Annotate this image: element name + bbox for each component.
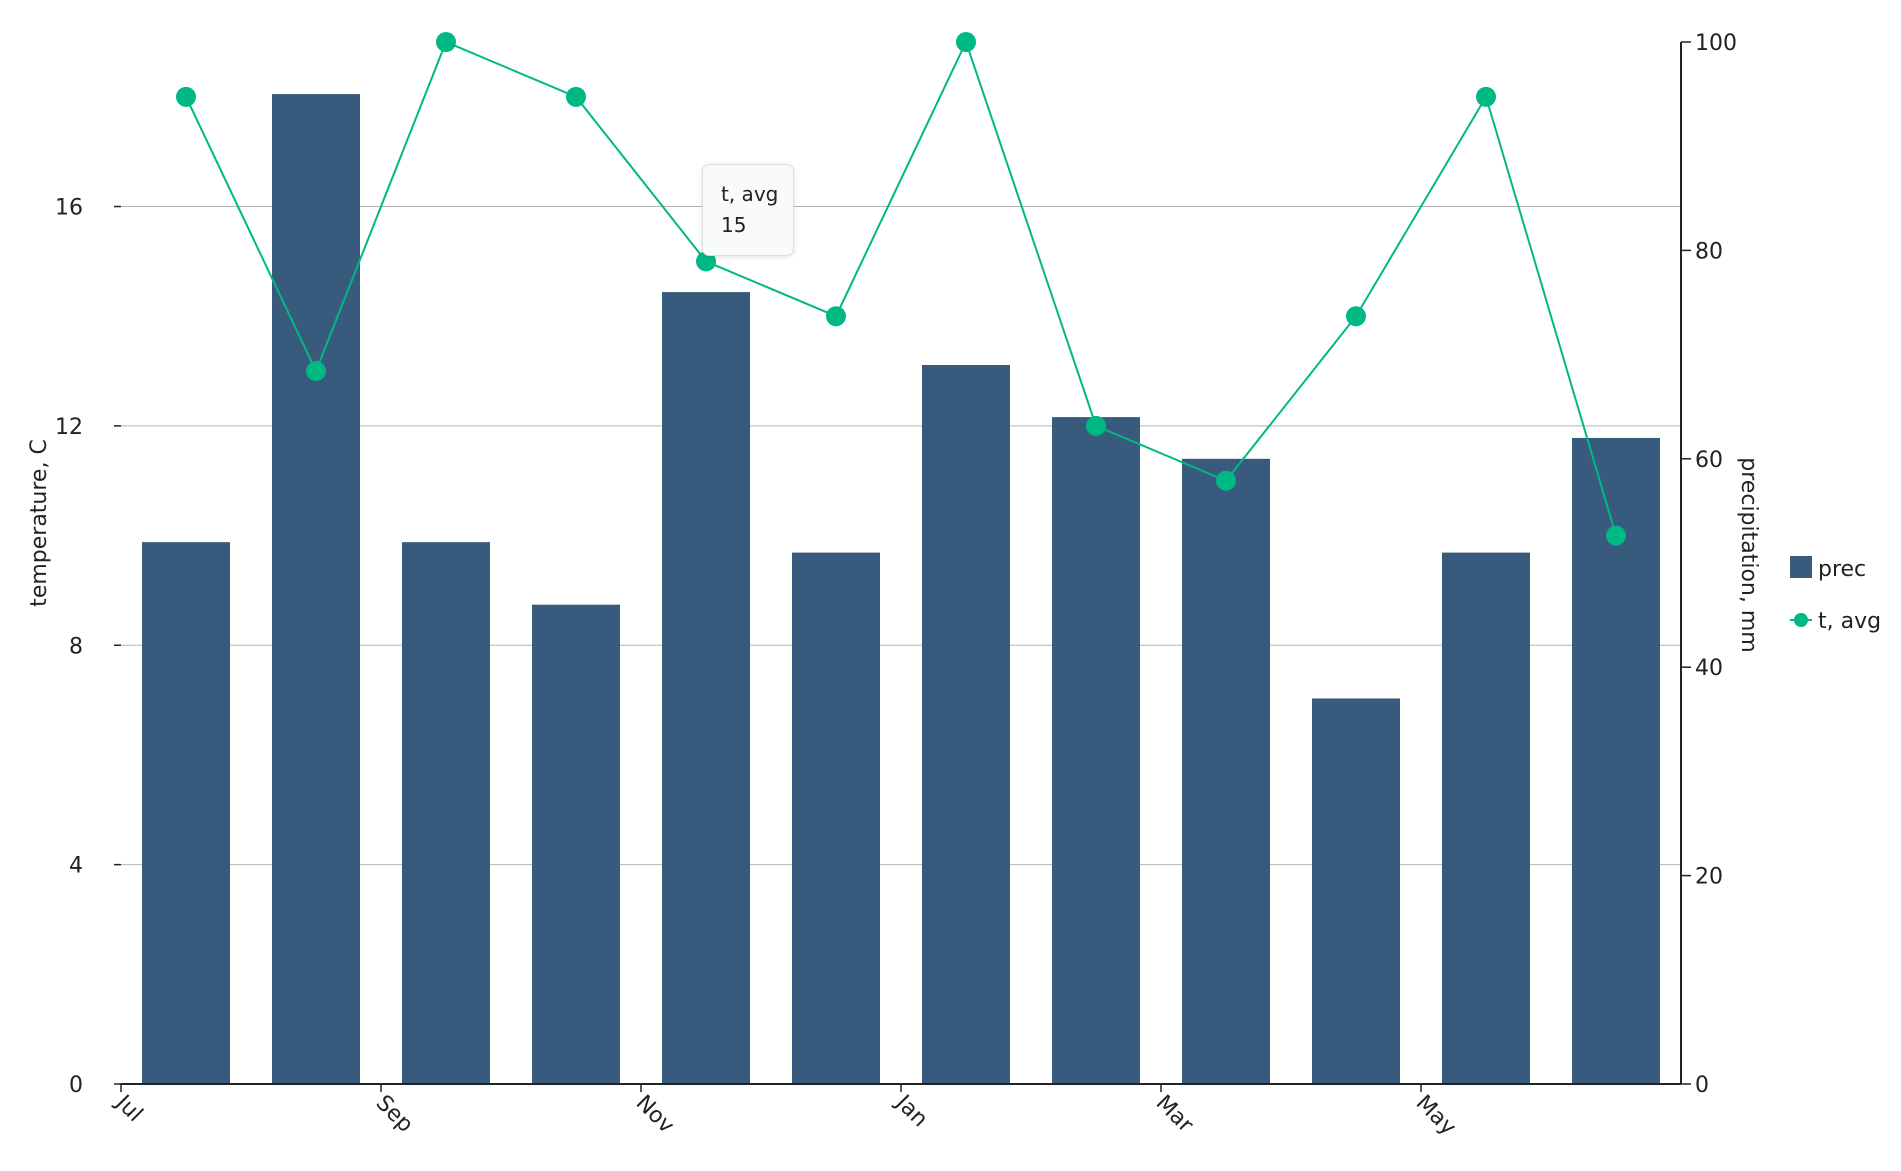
tavg-point <box>1476 86 1496 107</box>
prec-bar <box>792 552 880 1084</box>
tavg-point <box>826 306 846 327</box>
legend-tavg-label: t, avg <box>1818 609 1881 634</box>
prec-bar <box>272 94 360 1085</box>
prec-bar <box>1442 552 1530 1084</box>
y-right-tick-label: 80 <box>1695 239 1723 264</box>
y-left-tick-label: 0 <box>69 1073 83 1098</box>
x-tick-label: Jul <box>109 1089 147 1127</box>
tooltip-value: 15 <box>721 213 747 237</box>
tavg-point <box>1086 415 1106 436</box>
prec-bar <box>1182 458 1270 1084</box>
tavg-point <box>436 32 456 52</box>
x-tick-label: Jan <box>889 1089 932 1132</box>
precipitation-bars <box>142 94 1660 1085</box>
x-tick-label: Sep <box>371 1091 418 1138</box>
x-tick-label: Mar <box>1151 1091 1199 1139</box>
tooltip: t, avg 15 <box>702 164 794 256</box>
prec-bar <box>1312 698 1400 1084</box>
x-tick-label: May <box>1411 1091 1461 1141</box>
y-left-tick-label: 12 <box>55 415 83 440</box>
y-axis-left-title: temperature, C <box>27 439 52 607</box>
y-right-tick-label: 0 <box>1695 1073 1709 1098</box>
tavg-point <box>306 361 326 382</box>
tavg-point <box>956 32 976 52</box>
y-right-tick-label: 40 <box>1695 656 1723 681</box>
tooltip-series-name: t, avg <box>721 182 779 206</box>
prec-bar <box>1052 417 1140 1084</box>
y-axis-right-title: precipitation, mm <box>1736 457 1761 652</box>
y-left-tick-label: 16 <box>55 196 83 221</box>
prec-bar <box>402 542 490 1084</box>
legend-prec-label: prec <box>1818 557 1866 582</box>
tavg-point <box>696 251 716 272</box>
tavg-point <box>1346 306 1366 327</box>
legend-prec-swatch <box>1790 556 1812 578</box>
prec-bar <box>922 365 1010 1084</box>
prec-bar <box>142 542 230 1084</box>
prec-bar <box>1572 437 1660 1085</box>
y-right-tick-label: 20 <box>1695 865 1723 890</box>
legend-tavg-marker <box>1794 613 1808 627</box>
temperature-line <box>176 32 1626 546</box>
y-right-tick-label: 100 <box>1695 31 1737 56</box>
tavg-point <box>1606 525 1626 546</box>
tavg-point <box>176 86 196 107</box>
tavg-line <box>185 39 1617 536</box>
legend: prec t, avg <box>1790 556 1881 634</box>
y-right-tick-label: 60 <box>1695 448 1723 473</box>
y-left-tick-label: 8 <box>69 634 83 659</box>
tavg-point <box>1216 470 1236 491</box>
tavg-point <box>566 86 586 107</box>
prec-bar <box>662 292 750 1085</box>
prec-bar <box>532 604 620 1084</box>
x-tick-label: Nov <box>631 1091 679 1139</box>
y-left-tick-label: 4 <box>69 854 83 879</box>
